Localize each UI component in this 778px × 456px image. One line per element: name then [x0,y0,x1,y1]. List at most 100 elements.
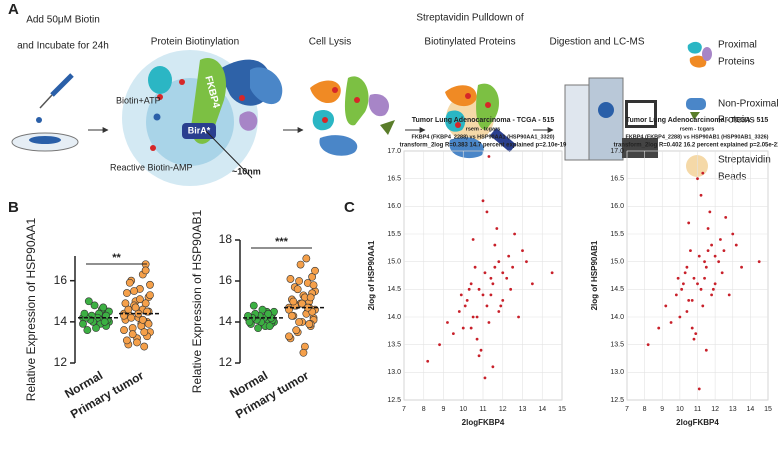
data-point [521,249,524,253]
data-point [473,265,477,269]
data-point [264,309,273,318]
x-tick-label: 15 [764,406,772,413]
data-point [687,299,691,302]
data-point [724,216,728,219]
data-point [676,276,680,280]
data-point [295,318,304,326]
chart-subtitle: rsem - tcgars [680,126,715,132]
data-point [699,287,703,291]
data-point [706,227,710,230]
data-point [710,243,713,247]
data-point [135,295,144,304]
data-point [669,321,673,324]
data-point [704,265,708,269]
x-tick-label: 12 [499,406,507,413]
step-text: Cell Lysis [309,37,351,48]
data-point [287,311,296,320]
y-axis-label: 2log of HSP90AA1 [367,240,376,310]
data-point [489,276,493,280]
data-point [509,287,513,291]
y-tick-label: 13.0 [610,369,624,376]
y-tick-label: 18 [219,232,233,246]
data-point [692,337,696,341]
data-point [426,359,430,363]
data-point [99,303,108,312]
data-point [483,271,487,275]
legend-text: Beads [718,172,746,183]
data-point [140,342,149,351]
significance-label: ** [112,252,121,264]
y-tick-label: 14 [54,314,68,328]
data-point [687,221,691,225]
data-point [299,348,308,357]
data-point [664,304,668,308]
data-point [254,324,263,333]
y-tick-label: 16 [219,273,233,287]
chart-description: FKBP4 (FKBP4_2288) vs HSP90AB1 (HSP90AB1… [625,134,768,140]
x-tick-label: 7 [402,406,406,413]
y-tick-label: 15.0 [387,259,401,266]
y-tick-label: 14.5 [387,286,401,293]
data-point [292,326,301,335]
data-point [685,310,689,313]
data-point [306,293,315,302]
y-tick-label: 16 [54,273,68,287]
data-point [493,265,497,269]
chart-stats: transform_2log R=0.402 16.2 percent expl… [614,143,778,149]
panel-label: C [344,199,355,216]
x-tick-label: 10 [676,406,684,413]
y-tick-label: 13.5 [387,342,401,349]
data-point [483,376,487,380]
data-point [696,177,699,181]
petri-dish [11,73,79,152]
data-point [120,326,128,334]
data-point [530,282,534,286]
data-point [121,299,130,308]
data-point [481,293,485,297]
data-point [703,260,706,264]
step-text: Protein Biotinylation [151,37,239,48]
chart-title: Tumor Lung Adenocarcinoma - TCGA - 515 [412,117,555,124]
data-point [128,330,137,339]
data-point [459,293,463,297]
data-point [90,301,99,310]
data-point [446,321,449,324]
data-point [285,332,293,341]
data-point [501,299,505,302]
data-point [674,293,678,297]
data-point [680,287,684,291]
data-point [497,260,501,264]
data-point [550,271,554,275]
data-point [146,280,154,289]
data-point [479,348,483,352]
chart-subtitle: rsem - tcgars [466,126,501,132]
data-point [685,265,689,269]
x-axis-label: 2logFKBP4 [462,418,505,427]
step-text: Add 50μM Biotin [26,15,100,26]
data-point [127,313,136,322]
data-point [481,199,485,203]
pulldown [445,83,517,159]
data-point [713,254,717,258]
chart-title: Tumor Lung Adenocarcinoma - TCGA - 515 [626,117,769,124]
data-point [511,265,515,269]
data-point [499,304,503,308]
data-point [683,271,687,275]
data-point [475,315,479,319]
data-point [84,297,93,306]
data-point [708,210,712,214]
y-tick-label: 14.0 [610,314,624,321]
data-point [125,278,134,287]
data-point [302,254,311,263]
y-tick-label: 13.5 [610,342,624,349]
data-point [296,260,305,269]
data-point [491,282,495,286]
y-tick-label: 12 [219,355,233,369]
data-point [501,271,505,275]
y-tick-label: 17.0 [610,148,624,155]
data-point [525,260,528,264]
data-point [517,315,520,319]
data-point [305,320,314,328]
data-point [485,304,489,308]
